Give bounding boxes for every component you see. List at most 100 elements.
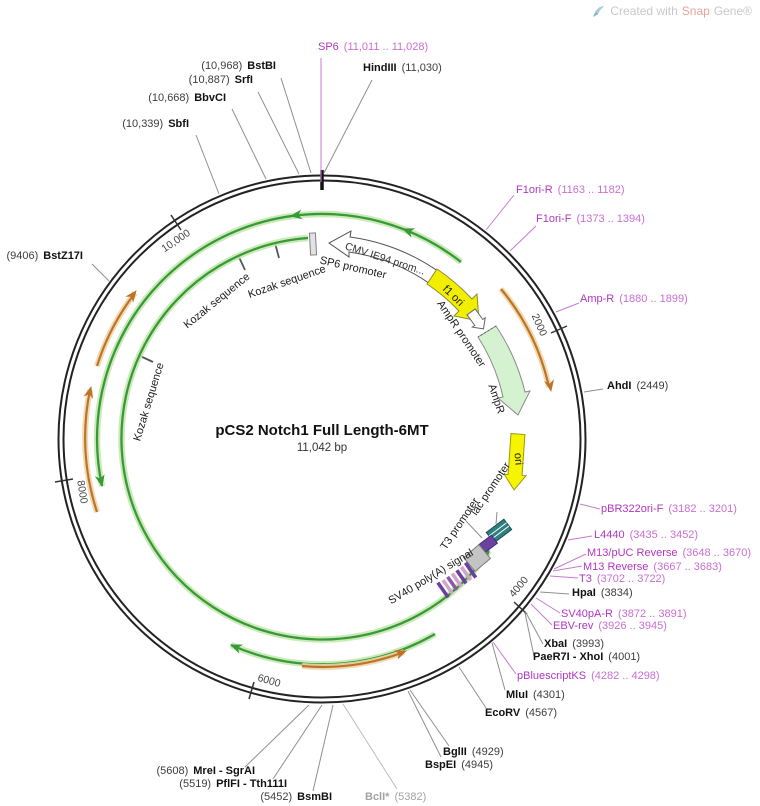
site-label-sbfi[interactable]: (10,339) SbfI bbox=[122, 118, 189, 130]
orf-arcs[interactable] bbox=[82, 287, 556, 670]
position-ticks bbox=[54, 170, 568, 700]
site-label-bstz17i[interactable]: (9406) BstZ17I bbox=[6, 250, 83, 262]
leader-line bbox=[91, 263, 110, 282]
leader-line bbox=[579, 503, 601, 510]
leader-line bbox=[231, 108, 267, 180]
leader-line bbox=[407, 690, 442, 758]
orf-arc-left-lower[interactable] bbox=[84, 389, 99, 513]
pointer-line bbox=[465, 520, 483, 539]
sp6-promoter-box[interactable] bbox=[308, 232, 318, 256]
enzyme-leader-lines bbox=[91, 77, 604, 792]
leader-line bbox=[492, 641, 517, 675]
leader-line bbox=[342, 703, 398, 790]
tag-stripe bbox=[463, 561, 478, 579]
site-label-hpai[interactable]: HpaI (3834) bbox=[572, 587, 633, 599]
leader-line bbox=[535, 597, 561, 614]
primer-label-m13-reverse[interactable]: M13 Reverse (3667 .. 3683) bbox=[583, 561, 722, 573]
primer-label-sv40pa-r[interactable]: SV40pA-R (3872 .. 3891) bbox=[561, 608, 687, 620]
primer-label-ebv-rev[interactable]: EBV-rev (3926 .. 3945) bbox=[553, 620, 667, 632]
site-label-bstbi[interactable]: (10,968) BstBI bbox=[201, 60, 276, 72]
site-label-srfi[interactable]: (10,887) SrfI bbox=[188, 74, 253, 86]
gene-arcs[interactable] bbox=[93, 209, 494, 668]
orf-arc-right[interactable] bbox=[500, 288, 551, 388]
leader-line bbox=[244, 704, 310, 768]
primer-label-l4440[interactable]: L4440 (3435 .. 3452) bbox=[594, 529, 699, 541]
arrowhead bbox=[544, 379, 555, 392]
leader-line bbox=[195, 134, 220, 195]
leader-line bbox=[323, 79, 373, 174]
site-label-pflfi[interactable]: (5519) PflFI - Tth111I bbox=[179, 778, 287, 790]
cmv-promoter-arrow[interactable] bbox=[328, 230, 443, 287]
leader-line bbox=[458, 666, 487, 709]
watermark-brand-snap: Snap bbox=[681, 4, 710, 18]
primer-label-m13-puc-reverse[interactable]: M13/pUC Reverse (3648 .. 3670) bbox=[587, 547, 751, 559]
sv40-polya-box[interactable] bbox=[462, 543, 492, 573]
tick-2000 bbox=[550, 325, 568, 334]
leader-line bbox=[553, 553, 587, 570]
tick-6000 bbox=[248, 681, 255, 700]
orf-arrowheads bbox=[83, 290, 555, 660]
arrowhead bbox=[393, 650, 407, 660]
arrowhead bbox=[83, 386, 94, 399]
primer-leader-lines bbox=[320, 58, 601, 675]
plasmid-name: pCS2 Notch1 Full Length-6MT bbox=[215, 422, 429, 439]
sp6-promoter-rect bbox=[308, 232, 318, 256]
leader-line bbox=[409, 689, 450, 747]
site-label-bcli[interactable]: BclI* (5382) bbox=[365, 791, 427, 803]
ampr-junction bbox=[477, 325, 497, 338]
leader-line bbox=[539, 591, 570, 595]
arrowhead bbox=[230, 644, 244, 654]
f1-ori-arrow[interactable] bbox=[426, 268, 480, 322]
tick-4000 bbox=[513, 601, 528, 615]
plasmid-size: 11,042 bp bbox=[296, 442, 348, 454]
leader-line bbox=[524, 610, 544, 645]
ori-shape bbox=[503, 433, 528, 491]
site-label-xbai[interactable]: XbaI (3993) bbox=[544, 638, 605, 650]
site-label-bsmbi[interactable]: (5452) BsmBI bbox=[260, 791, 332, 803]
primer-label-t3[interactable]: T3 (3702 .. 3722) bbox=[579, 573, 666, 585]
gene-arc-inner[interactable] bbox=[120, 236, 490, 641]
ampr-promoter-arrow[interactable] bbox=[465, 307, 490, 333]
tag-stripe bbox=[446, 575, 459, 591]
site-label-hindiii[interactable]: HindIII (11,030) bbox=[363, 62, 442, 74]
leader-line bbox=[280, 77, 312, 174]
leader-line bbox=[272, 704, 323, 780]
site-label-paer7i-xhoi[interactable]: PaeR7I - XhoI (4001) bbox=[533, 651, 641, 663]
primer-label-f1ori-r[interactable]: F1ori-R (1163 .. 1182) bbox=[516, 184, 625, 196]
primer-label-amp-r[interactable]: Amp-R (1880 .. 1899) bbox=[580, 293, 688, 305]
ampr-promoter-shape bbox=[466, 308, 486, 330]
leader-line bbox=[485, 194, 515, 231]
primer-label-pbr322ori-f[interactable]: pBR322ori-F (3182 .. 3201) bbox=[601, 503, 737, 515]
snapgene-watermark: Created with Snap Gene® bbox=[592, 4, 752, 18]
leader-line bbox=[567, 535, 593, 541]
site-label-mlui[interactable]: MluI (4301) bbox=[506, 689, 565, 701]
primer-label-pbluescriptks[interactable]: pBluescriptKS (4282 .. 4298) bbox=[517, 670, 660, 682]
site-label-bspei[interactable]: BspEI (4945) bbox=[425, 759, 493, 771]
feature-label-ori[interactable]: ori bbox=[511, 452, 525, 466]
site-label-ecorv[interactable]: EcoRV (4567) bbox=[485, 707, 558, 719]
site-label-bbvci[interactable]: (10,668) BbvCI bbox=[148, 92, 226, 104]
tag-stripe bbox=[441, 579, 454, 595]
site-label-mrei[interactable]: (5608) MreI - SgrAI bbox=[156, 765, 255, 777]
leader-line bbox=[583, 388, 604, 393]
ampr-gene-arrow[interactable] bbox=[477, 325, 531, 416]
arrowhead bbox=[125, 290, 137, 303]
leader-line bbox=[312, 704, 334, 792]
ori-arrow[interactable] bbox=[503, 433, 529, 491]
orf-arc-left-upper[interactable] bbox=[95, 292, 136, 367]
primer-label-sp6[interactable]: SP6 (11,011 .. 11,028) bbox=[318, 41, 429, 53]
myc-tag-array[interactable] bbox=[436, 561, 478, 599]
arrowhead bbox=[402, 228, 416, 238]
pointer-line bbox=[495, 511, 498, 525]
leader-line bbox=[530, 603, 553, 626]
leader-line bbox=[555, 302, 580, 313]
site-label-bglii[interactable]: BglII (4929) bbox=[443, 746, 504, 758]
orf-arc-bottom[interactable] bbox=[301, 650, 405, 669]
primer-label-f1ori-f[interactable]: F1ori-F (1373 .. 1394) bbox=[536, 213, 645, 225]
watermark-brand-gene: Gene® bbox=[713, 4, 752, 18]
gene-arc-outer[interactable] bbox=[95, 212, 462, 487]
lac-stripe bbox=[488, 522, 507, 537]
site-label-ahdi[interactable]: AhdI (2449) bbox=[607, 380, 669, 392]
